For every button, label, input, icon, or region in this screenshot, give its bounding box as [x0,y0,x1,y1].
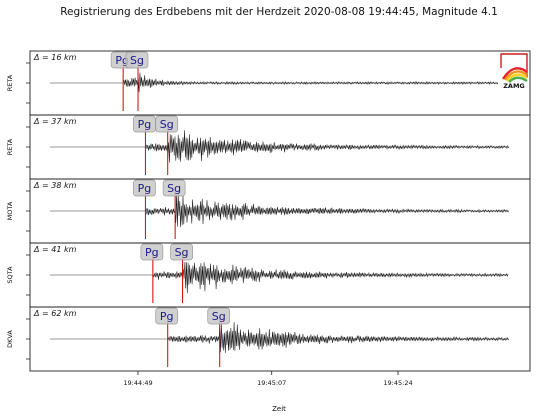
pick-label-pg: Pg [138,118,152,131]
pick-badge [155,307,179,325]
pick-badge [125,51,149,69]
distance-label: Δ = 16 km [33,53,77,62]
x-axis: 19:44:49 19:45:07 19:45:24 [123,371,413,387]
station-panel-4: SQTA Δ = 41 km Pg Sg [6,242,531,308]
waveform-trace [145,193,509,228]
x-tick-label: 19:45:07 [257,379,286,387]
pick-badge [133,179,156,197]
station-panel-3: MOTA Δ = 38 km Pg Sg [6,178,531,244]
station-label: MOTA [6,201,14,220]
pick-label-sg: Sg [167,182,181,195]
waveform-trace [167,322,509,353]
waveform-trace [145,130,509,163]
x-axis-label: Zeit [272,405,286,413]
distance-label: Δ = 37 km [33,117,77,126]
station-label: DKVA [6,330,14,348]
pick-label-pg: Pg [160,310,174,323]
pick-badge [170,243,193,261]
pick-badge [207,307,231,325]
pick-label-sg: Sg [160,118,174,131]
station-label: SQTA [6,266,14,284]
logo-text: ZAMG [503,82,525,90]
pick-label-pg: Pg [115,54,129,67]
pick-label-pg: Pg [145,246,159,259]
chart-title: Registrierung des Erdbebens mit der Herd… [60,6,498,18]
station-label: RETA [6,138,14,155]
waveform-trace [152,261,509,294]
distance-label: Δ = 41 km [33,245,77,254]
distance-label: Δ = 62 km [33,309,77,318]
pick-label-sg: Sg [212,310,226,323]
waveform-trace [122,72,509,93]
x-tick-label: 19:44:49 [123,379,152,387]
station-label: RETA [6,74,14,91]
pick-label-sg: Sg [175,246,189,259]
pick-badge [140,243,164,261]
station-panel-2: RETA Δ = 37 km Pg Sg [6,114,531,180]
pick-label-pg: Pg [138,182,152,195]
pick-badge [162,179,186,197]
pick-label-sg: Sg [130,54,144,67]
zamg-logo: ZAMG [498,52,528,90]
distance-label: Δ = 38 km [33,181,77,190]
x-tick-label: 19:45:24 [383,379,412,387]
station-panel-5: DKVA Δ = 62 km Pg Sg [6,306,531,372]
pick-badge [155,115,179,133]
station-panel-1: RETA Δ = 16 km Pg Sg [6,50,531,116]
